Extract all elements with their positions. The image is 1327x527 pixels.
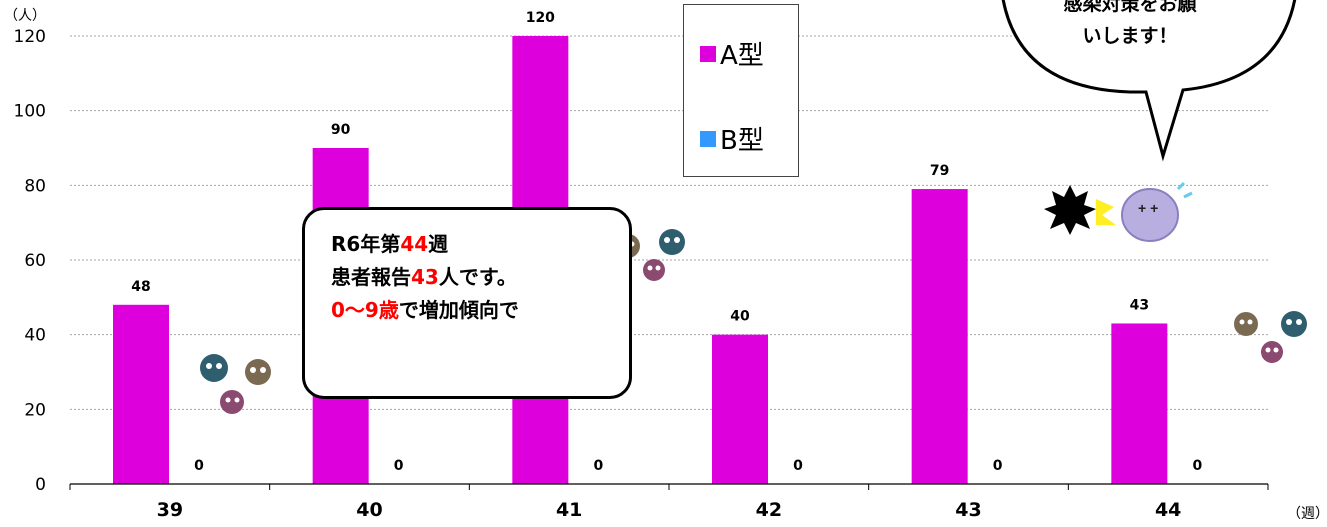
note-line-1: R6年第44週 [331, 232, 449, 256]
legend-item-a: A型 [700, 35, 764, 72]
data-label-a: 79 [930, 163, 949, 179]
data-label-a: 90 [331, 122, 351, 138]
x-axis: 39 40 41 42 43 44 [69, 483, 1269, 521]
bar-a [911, 189, 968, 485]
germ-cluster-right-icon [1234, 311, 1307, 363]
y-tick-label: 120 [14, 27, 46, 47]
y-tick-label: 100 [14, 102, 46, 122]
svg-text:+ +: + + [1138, 200, 1158, 216]
y-tick-label: 0 [35, 475, 46, 495]
note-line-3: 0〜9歳で増加傾向で [331, 298, 519, 322]
data-label-b: 0 [194, 458, 204, 474]
x-tick-label: 39 [157, 499, 183, 521]
x-tick-label: 44 [1155, 499, 1181, 521]
note-line-2: 患者報告43人です。 [331, 265, 517, 289]
bubble-line-2: いします！ [1082, 25, 1178, 47]
data-label-b: 0 [793, 458, 803, 474]
report-note-box: R6年第44週 患者報告43人です。 0〜9歳で増加傾向で [302, 207, 632, 399]
virus-fight-icon: + + [1044, 181, 1193, 242]
y-tick-label: 80 [24, 176, 46, 196]
data-label-a: 120 [526, 10, 555, 26]
data-label-b: 0 [593, 458, 603, 474]
data-label-a: 43 [1130, 297, 1149, 313]
legend-label-a: A型 [720, 41, 764, 71]
y-tick-label: 60 [24, 251, 46, 271]
x-axis-unit: （週） [1287, 506, 1327, 522]
data-labels: 48 0 90 0 120 0 40 0 79 0 43 0 [131, 10, 1202, 474]
legend-swatch-a [700, 45, 716, 62]
y-axis-unit: （人） [4, 8, 46, 24]
legend-label-b: B型 [720, 126, 764, 156]
bar-a [712, 334, 768, 484]
gridlines [70, 35, 1268, 410]
legend-item-b: B型 [700, 120, 764, 157]
x-tick-label: 42 [756, 499, 782, 521]
data-label-b: 0 [394, 458, 404, 474]
y-axis: 0 20 40 60 80 100 120 [14, 27, 46, 495]
bubble-text: 感染対策をお願 いします！ [1010, 0, 1250, 52]
bar-a [1111, 323, 1168, 484]
bubble-line-1: 感染対策をお願 [1063, 0, 1197, 15]
data-label-a: 48 [131, 279, 150, 295]
y-tick-label: 20 [24, 400, 46, 420]
data-label-b: 0 [993, 458, 1003, 474]
x-tick-label: 43 [955, 499, 981, 521]
germ-cluster-left-icon [200, 354, 271, 414]
bar-a [113, 304, 169, 484]
data-label-b: 0 [1192, 458, 1202, 474]
y-tick-label: 40 [24, 326, 46, 346]
data-label-a: 40 [730, 309, 750, 325]
chart-legend: A型 B型 [683, 4, 799, 177]
legend-swatch-b [700, 130, 716, 147]
x-tick-label: 41 [556, 499, 582, 521]
x-tick-label: 40 [356, 499, 382, 521]
